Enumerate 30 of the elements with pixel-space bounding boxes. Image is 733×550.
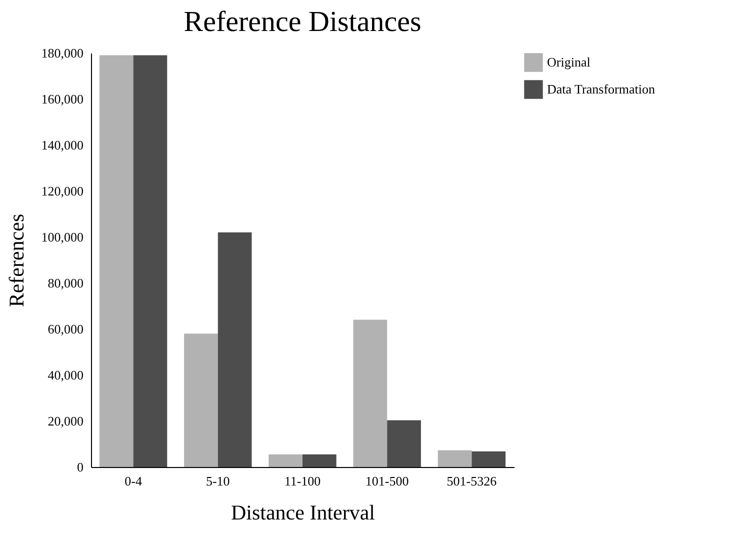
- legend-label: Original: [547, 54, 591, 70]
- chart-title: Reference Distances: [184, 6, 422, 38]
- x-tick-label: 501-5326: [446, 474, 498, 488]
- y-tick-label: 120,000: [41, 184, 84, 198]
- y-tick-label: 40,000: [48, 368, 84, 382]
- bar: [133, 55, 168, 467]
- x-tick-label: 5-10: [206, 474, 230, 488]
- bar: [99, 55, 134, 467]
- y-tick-label: 0: [77, 460, 84, 474]
- bar: [302, 454, 336, 467]
- y-tick-label: 80,000: [48, 276, 84, 290]
- x-axis-title: Distance Interval: [230, 500, 376, 524]
- y-tick-label: 100,000: [41, 230, 84, 244]
- x-tick-label: 101-500: [365, 474, 409, 488]
- bar: [268, 454, 302, 467]
- legend-label: Data Transformation: [547, 82, 656, 96]
- y-tick-label: 20,000: [48, 414, 84, 428]
- bar: [353, 320, 388, 467]
- y-tick-label: 140,000: [41, 138, 84, 152]
- x-tick-label: 0-4: [124, 474, 142, 488]
- bar: [387, 420, 421, 467]
- bar: [438, 450, 472, 467]
- y-axis-title: References: [4, 214, 28, 308]
- y-tick-label: 60,000: [48, 322, 84, 336]
- bar: [472, 451, 506, 467]
- y-tick-label: 160,000: [41, 92, 84, 106]
- bar: [184, 334, 218, 467]
- x-tick-label: 11-100: [284, 474, 321, 488]
- bar: [218, 232, 252, 467]
- y-tick-label: 180,000: [41, 46, 84, 60]
